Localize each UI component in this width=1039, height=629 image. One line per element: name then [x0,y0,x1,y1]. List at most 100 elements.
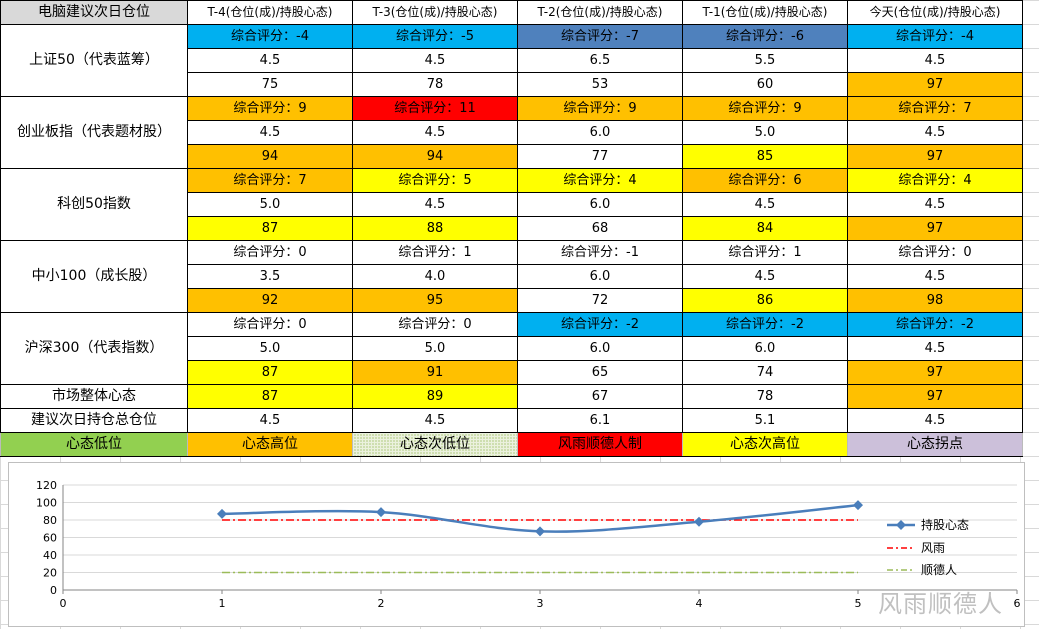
score-cell[interactable]: 综合评分：5 [352,168,518,193]
position-cell[interactable]: 5.0 [187,192,353,217]
mood-cell[interactable]: 75 [187,72,353,97]
position-cell[interactable]: 4.5 [187,48,353,73]
mood-cell[interactable]: 74 [682,360,848,385]
color-legend-cell[interactable]: 心态拐点 [847,432,1023,457]
position-cell[interactable]: 4.5 [187,120,353,145]
column-header[interactable]: 今天(仓位(成)/持股心态) [847,0,1023,25]
mood-cell[interactable]: 94 [187,144,353,169]
score-cell[interactable]: 综合评分：9 [682,96,848,121]
mood-cell[interactable]: 98 [847,288,1023,313]
suggestion-cell[interactable]: 4.5 [187,408,353,433]
position-cell[interactable]: 4.5 [847,120,1023,145]
mood-cell[interactable]: 60 [682,72,848,97]
score-cell[interactable]: 综合评分：-5 [352,24,518,49]
position-cell[interactable]: 6.0 [682,336,848,361]
market-mood-cell[interactable]: 78 [682,384,848,409]
column-header[interactable]: T-1(仓位(成)/持股心态) [682,0,848,25]
position-cell[interactable]: 6.0 [517,336,683,361]
mood-cell[interactable]: 92 [187,288,353,313]
market-label-cell[interactable]: 市场整体心态 [0,384,188,409]
score-cell[interactable]: 综合评分：-2 [682,312,848,337]
mood-cell[interactable]: 65 [517,360,683,385]
position-cell[interactable]: 4.5 [352,192,518,217]
score-cell[interactable]: 综合评分：1 [352,240,518,265]
market-mood-cell[interactable]: 87 [187,384,353,409]
column-header[interactable]: T-2(仓位(成)/持股心态) [517,0,683,25]
color-legend-cell[interactable]: 风雨顺德人制 [517,432,683,457]
index-name-cell[interactable]: 上证50（代表蓝筹） [0,24,188,97]
position-cell[interactable]: 5.0 [187,336,353,361]
position-cell[interactable]: 5.0 [682,120,848,145]
score-cell[interactable]: 综合评分：0 [352,312,518,337]
position-cell[interactable]: 5.0 [352,336,518,361]
mood-cell[interactable]: 97 [847,72,1023,97]
color-legend-cell[interactable]: 心态次低位 [352,432,518,457]
suggestion-cell[interactable]: 4.5 [352,408,518,433]
mood-cell[interactable]: 84 [682,216,848,241]
mood-cell[interactable]: 94 [352,144,518,169]
position-cell[interactable]: 4.5 [352,48,518,73]
mood-cell[interactable]: 97 [847,216,1023,241]
mood-cell[interactable]: 85 [682,144,848,169]
mood-cell[interactable]: 86 [682,288,848,313]
position-cell[interactable]: 5.5 [682,48,848,73]
position-cell[interactable]: 3.5 [187,264,353,289]
score-cell[interactable]: 综合评分：-2 [517,312,683,337]
suggestion-cell[interactable]: 4.5 [847,408,1023,433]
mood-cell[interactable]: 91 [352,360,518,385]
position-cell[interactable]: 4.5 [682,192,848,217]
suggestion-label-cell[interactable]: 建议次日持仓总仓位 [0,408,188,433]
index-name-cell[interactable]: 科创50指数 [0,168,188,241]
score-cell[interactable]: 综合评分：9 [187,96,353,121]
score-cell[interactable]: 综合评分：6 [682,168,848,193]
score-cell[interactable]: 综合评分：0 [187,312,353,337]
position-cell[interactable]: 6.5 [517,48,683,73]
position-cell[interactable]: 6.0 [517,192,683,217]
mood-cell[interactable]: 87 [187,360,353,385]
score-cell[interactable]: 综合评分：-6 [682,24,848,49]
color-legend-cell[interactable]: 心态次高位 [682,432,848,457]
position-cell[interactable]: 4.0 [352,264,518,289]
mood-cell[interactable]: 95 [352,288,518,313]
score-cell[interactable]: 综合评分：-1 [517,240,683,265]
index-name-cell[interactable]: 沪深300（代表指数） [0,312,188,385]
market-mood-cell[interactable]: 67 [517,384,683,409]
score-cell[interactable]: 综合评分：0 [847,240,1023,265]
score-cell[interactable]: 综合评分：-7 [517,24,683,49]
suggestion-cell[interactable]: 5.1 [682,408,848,433]
position-cell[interactable]: 4.5 [847,192,1023,217]
score-cell[interactable]: 综合评分：-2 [847,312,1023,337]
score-cell[interactable]: 综合评分：4 [847,168,1023,193]
column-header[interactable]: T-3(仓位(成)/持股心态) [352,0,518,25]
mood-cell[interactable]: 72 [517,288,683,313]
index-name-cell[interactable]: 创业板指（代表题材股） [0,96,188,169]
score-cell[interactable]: 综合评分：7 [187,168,353,193]
mood-chart[interactable]: 0 20 40 60 80 100 120 0 1 2 3 4 5 6 持股心态 风雨 顺德人 [8,462,1025,627]
mood-cell[interactable]: 88 [352,216,518,241]
column-header[interactable]: T-4(仓位(成)/持股心态) [187,0,353,25]
position-cell[interactable]: 4.5 [847,48,1023,73]
score-cell[interactable]: 综合评分：0 [187,240,353,265]
market-mood-cell[interactable]: 97 [847,384,1023,409]
score-cell[interactable]: 综合评分：-4 [187,24,353,49]
mood-cell[interactable]: 68 [517,216,683,241]
mood-cell[interactable]: 97 [847,360,1023,385]
market-mood-cell[interactable]: 89 [352,384,518,409]
corner-header[interactable]: 电脑建议次日仓位 [0,0,188,25]
mood-cell[interactable]: 53 [517,72,683,97]
mood-cell[interactable]: 78 [352,72,518,97]
position-cell[interactable]: 4.5 [847,264,1023,289]
score-cell[interactable]: 综合评分：4 [517,168,683,193]
score-cell[interactable]: 综合评分：7 [847,96,1023,121]
suggestion-cell[interactable]: 6.1 [517,408,683,433]
position-cell[interactable]: 4.5 [352,120,518,145]
score-cell[interactable]: 综合评分：-4 [847,24,1023,49]
position-cell[interactable]: 4.5 [682,264,848,289]
mood-cell[interactable]: 97 [847,144,1023,169]
score-cell[interactable]: 综合评分：1 [682,240,848,265]
position-cell[interactable]: 6.0 [517,120,683,145]
index-name-cell[interactable]: 中小100（成长股） [0,240,188,313]
mood-cell[interactable]: 77 [517,144,683,169]
color-legend-cell[interactable]: 心态低位 [0,432,188,457]
score-cell[interactable]: 综合评分：9 [517,96,683,121]
